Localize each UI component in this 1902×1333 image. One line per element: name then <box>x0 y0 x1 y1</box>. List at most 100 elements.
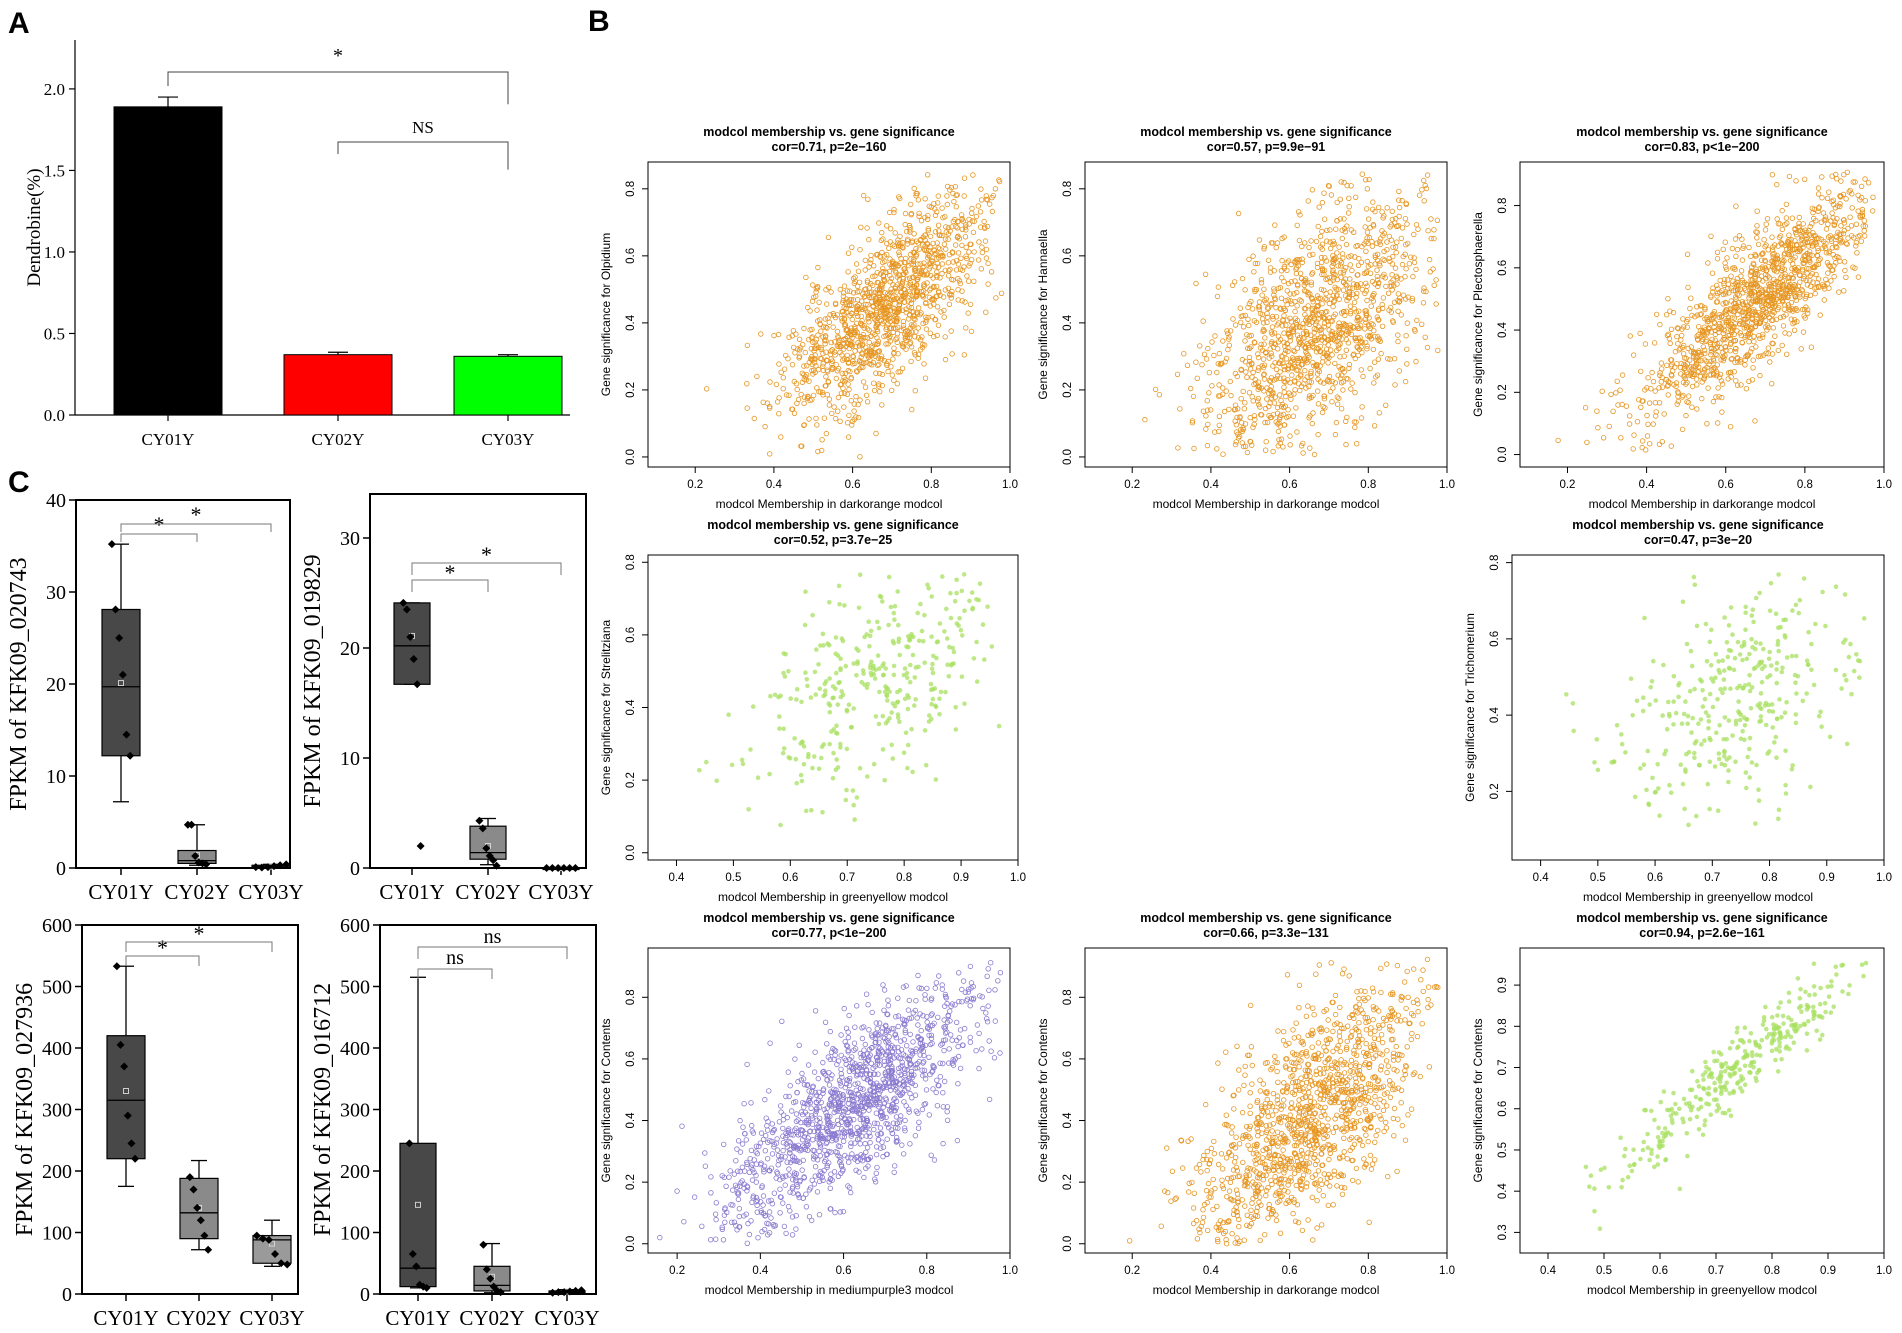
data-point <box>809 298 816 304</box>
data-point <box>1237 305 1243 311</box>
data-point <box>1757 719 1762 724</box>
data-point <box>1250 424 1256 430</box>
y-tick-label: 0.2 <box>1497 384 1509 400</box>
data-point <box>1642 447 1649 453</box>
data-point <box>858 321 864 327</box>
data-point <box>1355 352 1361 359</box>
x-tick-label: CY01Y <box>93 1306 158 1330</box>
data-point <box>1776 648 1781 654</box>
data-point <box>1260 356 1267 362</box>
data-point <box>851 1040 858 1046</box>
data-point <box>1705 260 1711 266</box>
data-point <box>879 356 885 362</box>
data-point <box>921 638 926 644</box>
data-point <box>559 864 568 872</box>
data-point <box>852 348 858 354</box>
data-point <box>839 315 845 322</box>
y-tick-label: 100 <box>42 1223 72 1245</box>
data-point <box>1761 236 1767 243</box>
data-point <box>1767 359 1773 365</box>
data-point <box>811 356 817 362</box>
data-point <box>1671 674 1677 679</box>
data-point <box>837 679 842 685</box>
data-point <box>951 198 957 205</box>
data-point <box>1256 237 1263 243</box>
mean-marker <box>123 1088 129 1095</box>
data-point <box>875 619 880 625</box>
data-point <box>1736 233 1743 239</box>
data-point <box>1680 599 1686 605</box>
data-point <box>1794 653 1799 659</box>
data-point <box>841 341 847 347</box>
data-point <box>843 663 849 669</box>
data-point <box>814 647 819 652</box>
x-tick-label: 0.9 <box>1819 872 1835 884</box>
data-point <box>1243 369 1249 375</box>
data-point <box>1309 296 1316 302</box>
data-point <box>1202 271 1209 277</box>
data-point <box>1716 659 1721 664</box>
data-point <box>1291 391 1297 397</box>
data-point <box>1298 298 1305 304</box>
data-point <box>713 1236 719 1242</box>
data-point <box>1241 406 1247 412</box>
data-point <box>1673 710 1679 716</box>
data-point <box>973 213 980 220</box>
data-point <box>815 318 821 324</box>
data-point <box>1808 344 1815 350</box>
data-point <box>1645 421 1651 427</box>
data-point <box>780 750 786 756</box>
data-point <box>1250 398 1256 404</box>
significance-label: * <box>157 935 168 960</box>
x-tick-label: 0.6 <box>845 479 861 491</box>
data-point <box>852 817 857 822</box>
data-point <box>1689 404 1695 410</box>
scatter-contents-mediumpurple3: modcol membership vs. gene significancec… <box>599 911 1018 1297</box>
data-point <box>941 241 948 247</box>
data-point <box>928 272 934 279</box>
data-point <box>282 860 291 869</box>
data-point <box>548 864 557 872</box>
y-tick-label: 0.4 <box>625 1112 637 1129</box>
data-point <box>823 338 829 344</box>
data-point <box>1642 615 1647 621</box>
data-point <box>913 329 919 335</box>
data-point <box>814 422 820 428</box>
data-point <box>1346 195 1352 201</box>
data-point <box>1630 446 1636 452</box>
data-point <box>916 210 922 217</box>
data-point <box>767 1040 773 1046</box>
data-point <box>875 338 882 344</box>
data-point <box>1683 769 1688 775</box>
data-point <box>1816 713 1822 719</box>
data-point <box>1694 739 1699 744</box>
data-point <box>1798 346 1804 352</box>
data-point <box>948 590 953 596</box>
data-point <box>857 246 863 253</box>
data-point <box>1794 691 1799 696</box>
data-point <box>962 701 967 706</box>
data-point <box>963 222 969 228</box>
data-point <box>193 1203 202 1212</box>
data-point <box>1205 421 1211 428</box>
data-point <box>848 374 854 381</box>
scatter-trichomerium: modcol membership vs. gene significancec… <box>1463 518 1892 904</box>
data-point <box>1769 702 1775 707</box>
data-point <box>402 605 411 614</box>
data-point <box>1215 284 1222 290</box>
data-point <box>1781 306 1788 312</box>
data-point <box>1209 383 1215 389</box>
data-point <box>1857 675 1862 680</box>
data-point <box>1861 233 1868 239</box>
data-point <box>809 326 815 333</box>
data-point <box>989 644 995 649</box>
data-point <box>879 402 885 408</box>
data-point <box>839 689 844 694</box>
data-point <box>805 683 810 689</box>
plot-frame <box>647 554 1019 861</box>
scatter-plectosphaerella: modcol membership vs. gene significancec… <box>1471 125 1892 511</box>
y-tick-label: 0.2 <box>1489 783 1501 799</box>
data-point <box>821 643 826 648</box>
data-point <box>1683 412 1689 419</box>
data-point <box>1853 243 1859 249</box>
